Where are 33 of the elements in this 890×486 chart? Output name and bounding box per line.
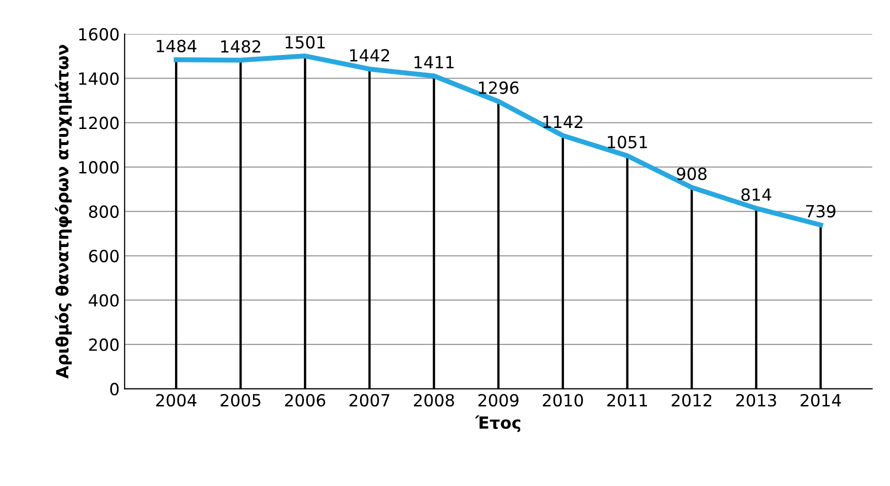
y-tick-label: 1600 — [79, 28, 119, 41]
x-tick-label: 2011 — [607, 394, 647, 407]
x-tick-label: 2007 — [350, 394, 390, 407]
x-tick-label: 2004 — [156, 394, 196, 407]
y-tick-label: 600 — [89, 250, 119, 262]
y-tick-label: 800 — [89, 205, 119, 218]
x-tick-label: 2006 — [285, 394, 326, 407]
data-label: 814 — [741, 188, 772, 201]
y-tick-label: 200 — [89, 338, 119, 352]
y-tick-label: 1200 — [79, 116, 119, 130]
x-tick-label: 2009 — [478, 394, 518, 407]
y-tick-label: 400 — [88, 294, 119, 307]
x-tick-label: 2014 — [800, 394, 841, 407]
y-tick-label: 1400 — [79, 72, 119, 85]
y-axis-title: Αριθμός θανατηφόρων ατυχημάτων — [54, 44, 72, 379]
x-tick-label: 2008 — [414, 394, 454, 407]
data-label: 1411 — [414, 56, 454, 68]
data-label: 1442 — [350, 49, 390, 62]
x-tick-label: 2013 — [736, 394, 776, 407]
y-tick-label: 0 — [110, 382, 119, 396]
data-label: 1482 — [221, 40, 260, 53]
data-label: 1051 — [608, 136, 647, 148]
x-tick-label: 2012 — [672, 394, 712, 407]
data-label: 1484 — [156, 40, 196, 52]
data-label: 739 — [806, 204, 836, 218]
x-tick-label: 2010 — [542, 394, 583, 407]
data-label: 1142 — [543, 116, 582, 128]
data-label: 908 — [676, 167, 707, 180]
data-label: 1501 — [286, 36, 325, 49]
y-tick-label: 1000 — [79, 161, 119, 174]
data-label: 1296 — [479, 81, 519, 94]
x-tick-label: 2005 — [220, 394, 260, 407]
x-axis-title: Έτος — [474, 415, 520, 432]
